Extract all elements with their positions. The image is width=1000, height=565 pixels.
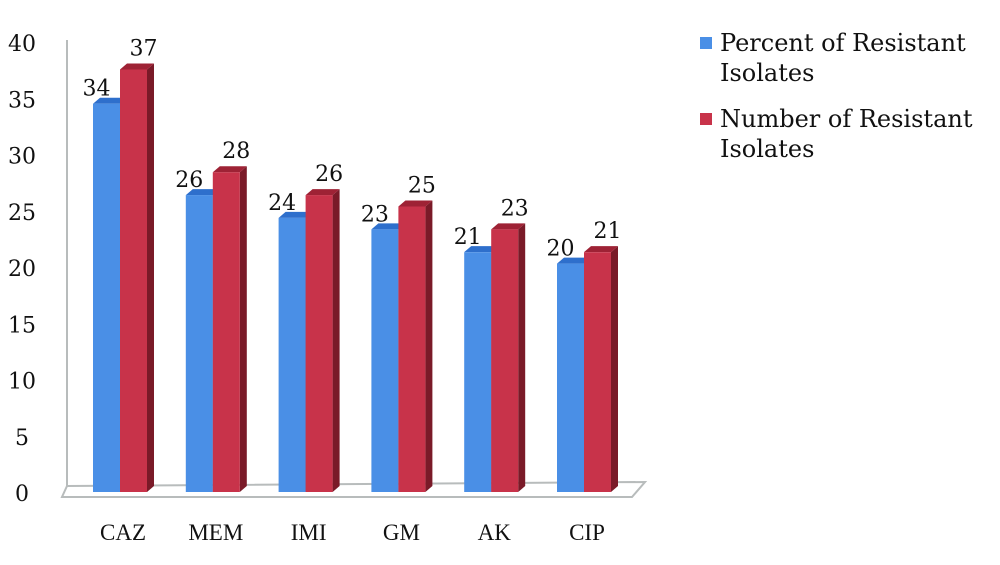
data-label: 21 [594,219,622,244]
bar-side [147,63,154,493]
floor [60,480,648,498]
data-label: 37 [130,36,158,61]
y-tick-label: 30 [8,145,36,170]
data-label: 25 [408,174,436,199]
legend-swatch-number [700,113,712,125]
bar-top [398,200,433,207]
legend: Percent of Resistant Isolates Number of … [698,28,998,180]
data-label: 34 [83,77,111,102]
bar-top [185,189,220,196]
bar-side [239,166,247,493]
bar-side [425,200,433,492]
bar-top [212,166,247,173]
y-tick-label: 5 [15,426,29,451]
y-tick-label: 10 [8,370,36,395]
y-tick-label: 40 [8,32,36,57]
bar-side [332,189,340,492]
x-tick-label: CAZ [100,520,146,545]
bar-caz-percent [93,103,120,492]
data-label: 20 [547,237,575,262]
y-tick-label: 0 [15,482,29,507]
bar-top [584,246,618,253]
bar-top [93,97,127,104]
x-tick-label: CIP [569,520,605,545]
data-label: 23 [501,196,529,221]
y-tick-label: 20 [8,257,36,282]
legend-swatch-percent [700,37,712,49]
bar-gm-number [398,206,426,492]
bar-caz-number [120,69,147,493]
bar-side [518,223,526,492]
bar-mem-number [212,172,240,493]
bar-top [557,257,591,264]
bar-cip-number [584,252,611,492]
data-label: 26 [175,168,203,193]
bar-ak-number [491,229,519,492]
bar-top [464,246,499,253]
x-tick-label: GM [383,520,420,545]
bar-imi-number [305,195,333,492]
legend-label-percent: Percent of Resistant Isolates [720,29,966,87]
data-label: 26 [315,162,343,187]
bar-side [611,246,618,492]
x-tick-label: IMI [291,520,327,545]
bar-cip-percent [557,263,584,492]
data-label: 24 [268,191,296,216]
data-label: 23 [361,202,389,227]
legend-item-percent: Percent of Resistant Isolates [698,28,998,88]
bar-top [120,63,154,70]
legend-item-number: Number of Resistant Isolates [698,104,998,164]
bar-imi-percent [278,217,306,493]
x-tick-label: MEM [188,520,243,545]
y-tick-label: 25 [8,201,36,226]
bar-gm-percent [371,229,399,492]
bar-top [278,211,313,218]
x-tick-label: AK [478,520,512,545]
bar-top [371,223,406,230]
y-tick-label: 35 [8,88,36,113]
bar-top [491,223,526,230]
bar-mem-percent [185,195,213,492]
bar-ak-percent [464,252,492,492]
data-label: 28 [222,139,250,164]
legend-label-number: Number of Resistant Isolates [720,105,973,163]
y-tick-label: 15 [8,313,36,338]
data-label: 21 [454,225,482,250]
bar-top [305,189,340,196]
